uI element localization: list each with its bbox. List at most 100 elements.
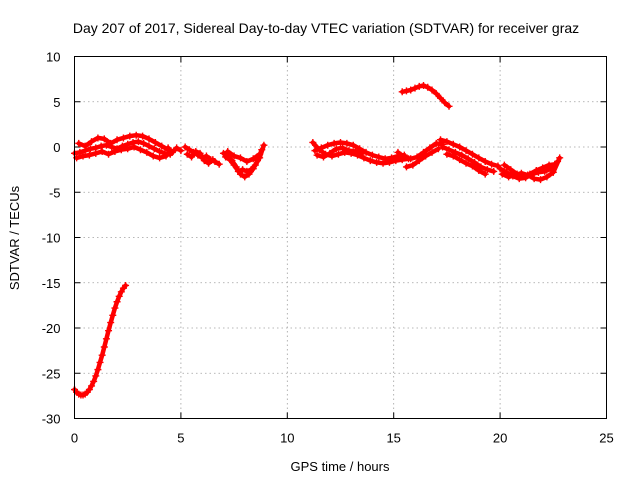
data-point [185, 146, 193, 154]
data-point [188, 153, 196, 161]
data-point [139, 132, 147, 140]
data-point [339, 144, 347, 152]
data-point [407, 155, 415, 163]
data-point [115, 292, 123, 300]
data-point [243, 167, 251, 175]
data-point [400, 153, 408, 161]
data-point [222, 153, 230, 161]
data-point [324, 141, 332, 149]
data-point [156, 154, 164, 162]
data-point [332, 145, 340, 153]
y-axis-label: SDTVAR / TECUs [7, 185, 22, 290]
data-point [119, 134, 127, 142]
data-point [520, 172, 528, 180]
data-point [326, 149, 334, 157]
grid [74, 56, 607, 419]
data-point [398, 88, 406, 96]
x-tick-label: 15 [386, 431, 400, 446]
data-point [462, 159, 470, 167]
data-point [251, 161, 259, 169]
series-arc-11-15c [313, 144, 366, 161]
data-point [230, 152, 238, 160]
data-point [85, 151, 93, 159]
data-point [109, 311, 117, 319]
data-point [192, 148, 200, 156]
data-point [102, 335, 110, 343]
data-point [530, 175, 538, 183]
data-point [117, 288, 125, 296]
data-point [532, 167, 540, 175]
data-point [317, 144, 325, 152]
series-arc-high [398, 81, 453, 110]
data-point [124, 145, 132, 153]
data-point [490, 167, 498, 175]
data-point [375, 153, 383, 161]
data-point [394, 148, 402, 156]
data-point [415, 157, 423, 165]
y-tick-label: -25 [42, 366, 61, 381]
data-point [234, 167, 242, 175]
y-tick-label: 0 [53, 140, 60, 155]
data-point [105, 327, 113, 335]
data-point [105, 150, 113, 158]
data-point [464, 155, 472, 163]
series-arc-5-7b [183, 148, 217, 167]
data-point [411, 84, 419, 92]
data-point [443, 138, 451, 146]
data-point [402, 163, 410, 171]
x-tick-label: 20 [493, 431, 507, 446]
y-tick-label: 10 [46, 50, 60, 65]
data-point [419, 81, 427, 89]
data-point [537, 176, 545, 184]
data-point [181, 143, 189, 151]
x-tick-label: 25 [599, 431, 613, 446]
data-point [224, 148, 232, 156]
data-point [488, 160, 496, 168]
data-point [507, 166, 515, 174]
data-point [313, 151, 321, 159]
data-point [402, 87, 410, 95]
data-point [156, 148, 164, 156]
y-tick-label: -5 [49, 185, 61, 200]
data-point [539, 164, 547, 172]
data-point [309, 138, 317, 146]
data-point [415, 82, 423, 90]
data-point [145, 135, 153, 143]
data-point [439, 143, 447, 151]
data-point [260, 141, 268, 149]
data-point [360, 154, 368, 162]
data-point [145, 142, 153, 150]
data-points [71, 81, 564, 399]
data-point [449, 152, 457, 160]
data-point [226, 156, 234, 164]
data-point [505, 173, 513, 181]
data-point [205, 159, 213, 167]
data-point [471, 158, 479, 166]
data-point [168, 148, 176, 156]
data-point [256, 150, 264, 158]
series-arc-20-23c [500, 160, 559, 180]
data-point [86, 145, 94, 153]
data-point [126, 132, 134, 140]
series-arc-0-3c [73, 143, 170, 162]
data-point [409, 161, 417, 169]
data-point [215, 160, 223, 168]
data-point [468, 150, 476, 158]
data-point [349, 141, 357, 149]
data-point [330, 139, 338, 147]
data-point [107, 139, 115, 147]
data-point [97, 142, 105, 150]
data-point [219, 149, 227, 157]
data-point [94, 134, 102, 142]
data-point [434, 145, 442, 153]
series-arc-17-20 [437, 136, 502, 170]
data-point [209, 156, 217, 164]
x-tick-label: 0 [71, 431, 78, 446]
data-point [88, 138, 96, 146]
series-trace [438, 137, 501, 169]
data-point [149, 152, 157, 160]
data-point [373, 158, 381, 166]
y-tick-label: 5 [53, 95, 60, 110]
data-point [177, 147, 185, 155]
data-point [498, 170, 506, 178]
